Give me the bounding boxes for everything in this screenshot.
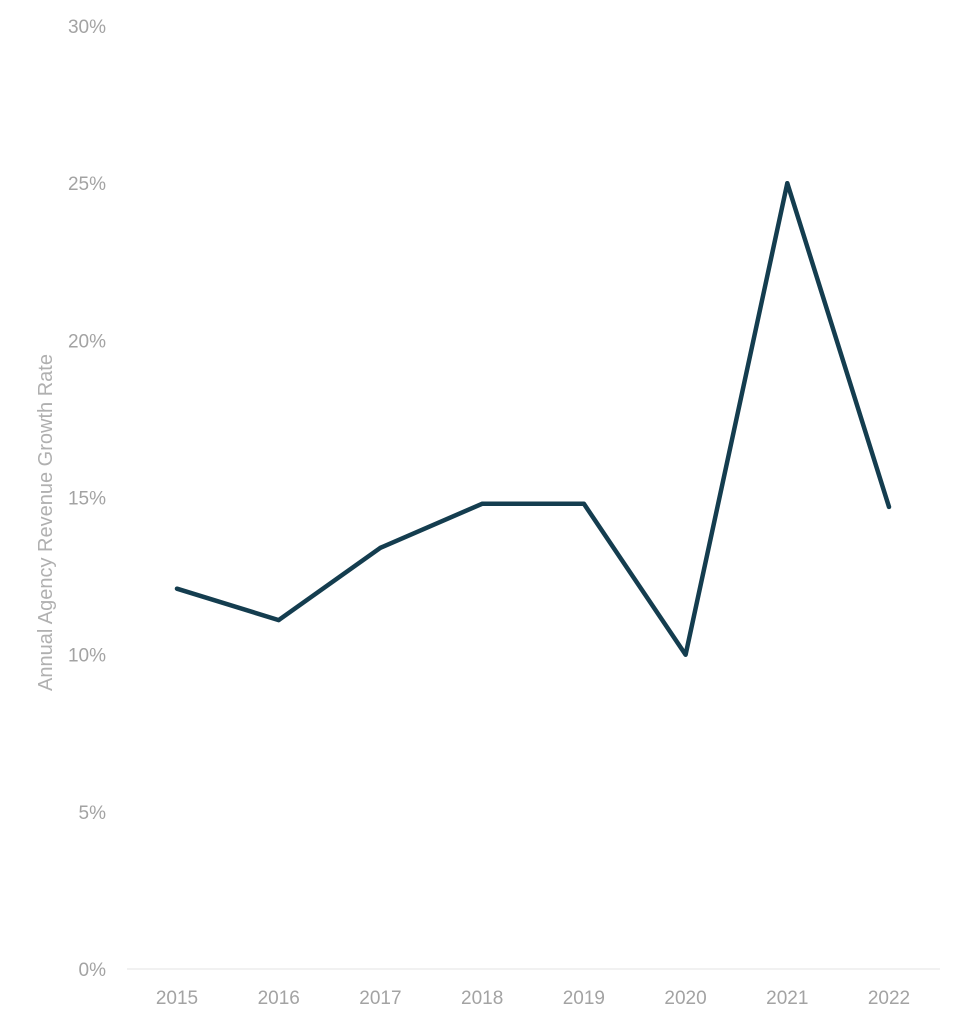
x-tick-label: 2022 — [868, 988, 910, 1009]
x-tick-label: 2021 — [766, 988, 808, 1009]
data-point — [175, 586, 179, 591]
series-layer — [174, 180, 892, 657]
data-point — [887, 504, 891, 509]
x-tick-label: 2019 — [563, 988, 605, 1009]
y-tick-label: 5% — [79, 803, 107, 824]
data-point — [276, 618, 281, 623]
y-tick-label: 10% — [68, 646, 106, 667]
y-axis-title: Annual Agency Revenue Growth Rate — [35, 354, 57, 691]
y-tick-label: 25% — [68, 174, 106, 195]
y-tick-label: 0% — [79, 960, 107, 981]
data-point — [581, 501, 586, 506]
x-axis-ticks: 2015 2016 2017 2018 2019 2020 2021 2022 — [156, 988, 910, 1009]
y-tick-label: 30% — [68, 17, 106, 38]
y-axis-ticks: 0% 5% 10% 15% 20% 25% 30% — [68, 17, 106, 981]
data-point — [480, 501, 485, 506]
x-tick-label: 2016 — [258, 988, 300, 1009]
data-point — [683, 652, 688, 657]
series-line — [174, 180, 892, 657]
data-point — [785, 181, 790, 186]
x-tick-label: 2020 — [664, 988, 706, 1009]
y-tick-label: 20% — [68, 331, 106, 352]
x-tick-label: 2018 — [461, 988, 503, 1009]
x-tick-label: 2017 — [359, 988, 401, 1009]
y-tick-label: 15% — [68, 489, 106, 510]
x-tick-label: 2015 — [156, 988, 198, 1009]
data-point — [378, 545, 383, 550]
